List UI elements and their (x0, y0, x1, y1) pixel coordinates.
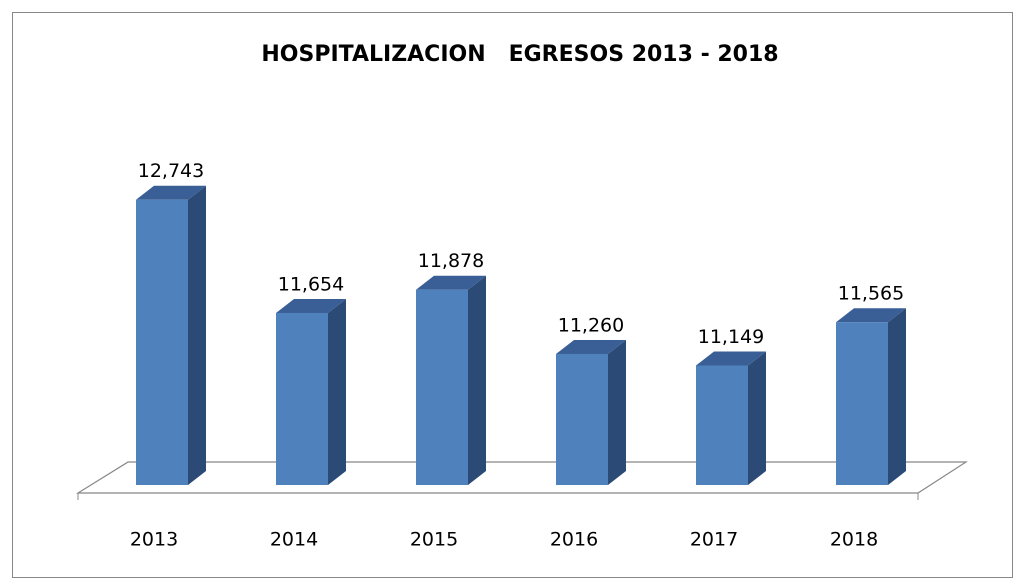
bar-top (556, 339, 626, 354)
floor (75, 461, 969, 494)
x-tick-label: 2014 (270, 529, 318, 551)
bar-side (188, 185, 206, 485)
value-label: 11,149 (698, 326, 764, 348)
bar-top (276, 298, 346, 313)
bar (836, 308, 906, 485)
bar-top (836, 308, 906, 323)
bar-side (888, 308, 906, 485)
bar-front (416, 289, 468, 485)
chart-title: HOSPITALIZACION EGRESOS 2013 - 2018 (261, 42, 778, 67)
x-tick-label: 2015 (410, 529, 458, 551)
value-label: 11,565 (838, 283, 904, 305)
value-label: 11,878 (418, 250, 484, 272)
bar (136, 185, 206, 485)
bar-top (416, 275, 486, 290)
bar (276, 298, 346, 485)
bar-front (136, 199, 188, 485)
value-label: 11,260 (558, 314, 624, 336)
x-tick-label: 2013 (130, 529, 178, 551)
bar-top (136, 185, 206, 200)
x-tick-label: 2018 (830, 529, 878, 551)
value-label: 11,654 (278, 273, 344, 295)
bar-front (276, 312, 328, 485)
bar-side (328, 298, 346, 485)
x-tick-label: 2016 (550, 529, 598, 551)
bar-front (696, 365, 748, 485)
bar-side (748, 351, 766, 485)
bar-side (468, 275, 486, 485)
bar-front (556, 353, 608, 485)
bar (696, 351, 766, 485)
bar-top (696, 351, 766, 366)
x-tick-label: 2017 (690, 529, 738, 551)
bar (556, 339, 626, 485)
bar-front (836, 322, 888, 485)
bar (416, 275, 486, 485)
bar-side (608, 339, 626, 485)
value-label: 12,743 (138, 160, 204, 182)
